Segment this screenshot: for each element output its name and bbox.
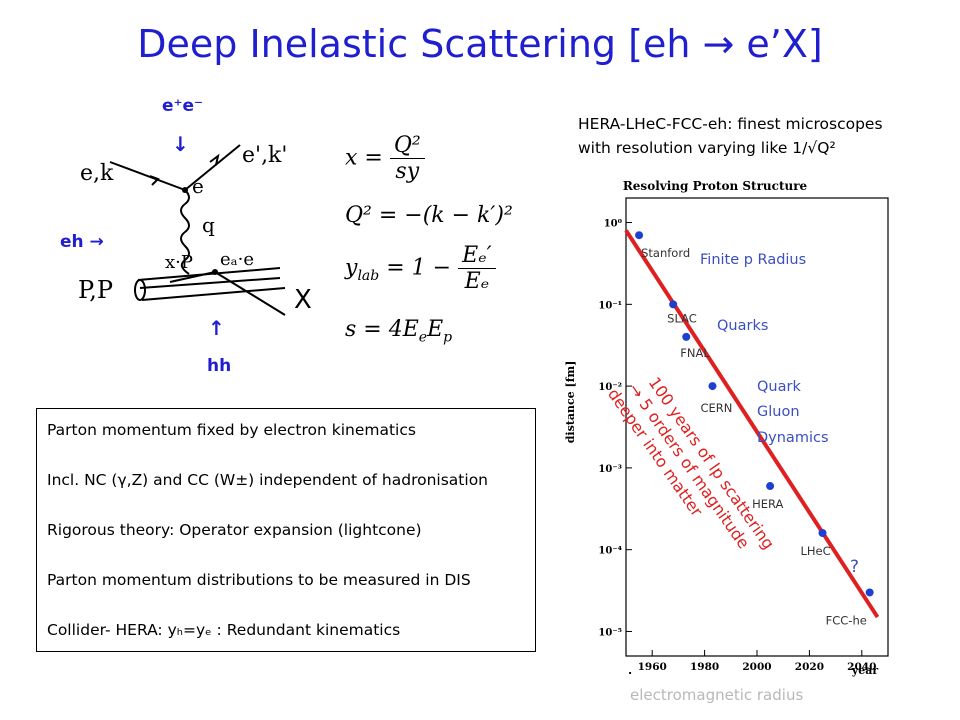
summary-item: Incl. NC (γ,Z) and CC (W±) independent o… — [47, 471, 489, 489]
e-vertex-label: e — [192, 174, 204, 198]
x-axis-label: year — [851, 664, 879, 677]
kinematics-formulas: x = Q² sy Q² = −(k − k′)² ylab = 1 − Eₑ′… — [345, 125, 535, 355]
photon-line — [180, 189, 190, 275]
x-tick-label: 1960 — [638, 661, 667, 673]
trend-line — [624, 229, 880, 619]
red-annotation-2: → 5 orders of magnitude — [625, 380, 754, 552]
struck-quark-line — [214, 271, 286, 316]
hh-label: hh — [207, 356, 232, 376]
x-tick-label: 1980 — [690, 661, 719, 673]
finite-radius-annotation: Finite p Radius — [700, 252, 806, 268]
data-point — [865, 588, 874, 597]
formula-q2: Q² = −(k − k′)² — [345, 203, 513, 228]
formula-s-mid: E — [427, 317, 444, 342]
summary-item: Parton momentum distributions to be meas… — [47, 571, 471, 589]
y-tick-label: 10⁻⁴ — [598, 546, 622, 557]
data-point — [766, 482, 775, 491]
y-tick-label: 10⁻³ — [598, 464, 622, 475]
quarks-annotation: Quarks — [717, 318, 768, 334]
summary-item: Parton momentum fixed by electron kinema… — [47, 421, 416, 439]
formula-y-mid: = 1 − — [379, 255, 459, 281]
footer-note: electromagnetic radius — [630, 686, 804, 704]
formula-y-fraction: Eₑ′ Eₑ — [458, 243, 496, 294]
down-arrow-icon: ↓ — [172, 132, 189, 156]
formula-x-fraction: Q² sy — [389, 133, 425, 184]
point-label: FCC-he — [826, 613, 867, 627]
point-label: LHeC — [801, 544, 831, 558]
y-tick-label: 10⁻¹ — [598, 300, 622, 311]
feynman-diagram: e,k e',k' e q x·P eₐ·e P,P X — [78, 143, 312, 316]
qgd-annotation-2: Gluon — [757, 404, 800, 420]
slide-title: Deep Inelastic Scattering [eh → e’X] — [137, 22, 823, 66]
question-annotation: ? — [850, 557, 859, 577]
data-point — [818, 528, 827, 537]
formula-y-sub: lab — [357, 267, 380, 284]
x-tick-label: 2000 — [742, 661, 771, 673]
proton-label: P,P — [78, 276, 113, 304]
formula-y-num: Eₑ′ — [458, 243, 496, 269]
up-arrow-icon: ↑ — [208, 316, 225, 340]
ee-label: e⁺e⁻ — [162, 96, 204, 116]
data-point — [635, 231, 644, 240]
outgoing-electron-line — [184, 144, 241, 191]
y-axis-label: distance [fm] — [564, 361, 577, 444]
point-label: SLAC — [667, 311, 697, 325]
proton-tube-end — [134, 279, 146, 301]
e-k-in-label: e,k — [80, 161, 114, 186]
formula-y: ylab = 1 − Eₑ′ Eₑ — [345, 243, 496, 294]
plot-caption: HERA-LHeC-FCC-eh: finest microscopes wit… — [578, 112, 883, 160]
formula-s-lhs: s = 4E — [345, 317, 419, 342]
caption-line-2: with resolution varying like 1/√Q² — [578, 139, 836, 157]
qgd-annotation-3: Dynamics — [757, 430, 829, 446]
point-label: CERN — [700, 401, 732, 415]
data-point — [682, 332, 691, 341]
qgd-annotation-1: Quark — [757, 379, 801, 395]
y-tick-label: 10⁻⁵ — [598, 627, 622, 638]
y-tick-label: 10⁰ — [604, 219, 623, 230]
plot-title: Resolving Proton Structure — [623, 179, 808, 193]
y-tick-label: 10⁻² — [598, 382, 622, 393]
point-label: FNAL — [680, 346, 710, 360]
formula-s-sub2: p — [443, 329, 453, 346]
proton-axis — [139, 277, 281, 289]
data-point — [708, 382, 717, 391]
x-axis-dot: . — [628, 664, 632, 677]
quark-e-label: eₐ·e — [220, 249, 254, 270]
formula-y-den: Eₑ — [464, 269, 490, 294]
data-point — [669, 300, 678, 309]
x-tick-label: 2040 — [847, 661, 876, 673]
formula-x: x = Q² sy — [345, 133, 425, 184]
summary-item: Rigorous theory: Operator expansion (lig… — [47, 521, 422, 539]
eh-label: eh → — [60, 232, 104, 252]
formula-x-num: Q² — [389, 133, 425, 159]
electron-out-arrow-icon — [209, 153, 220, 166]
formula-s: s = 4EeEp — [345, 317, 452, 345]
resolution-plot: Resolving Proton Structure distance [fm]… — [564, 179, 889, 677]
parton-line — [169, 271, 216, 283]
caption-line-1: HERA-LHeC-FCC-eh: finest microscopes — [578, 115, 883, 133]
summary-box: Parton momentum fixed by electron kinema… — [36, 408, 536, 652]
electron-arrow-icon — [149, 175, 160, 186]
point-label: Stanford — [641, 246, 690, 260]
formula-y-lhs: y — [345, 255, 358, 281]
summary-item: Collider- HERA: yₕ=yₑ : Redundant kinema… — [47, 621, 401, 639]
xP-label: x·P — [165, 252, 193, 273]
point-label: HERA — [752, 497, 783, 511]
formula-s-sub1: e — [418, 329, 428, 346]
formula-x-den: sy — [395, 159, 420, 184]
x-tick-label: 2020 — [795, 661, 824, 673]
formula-x-lhs: x = — [345, 145, 383, 171]
incoming-electron-line — [109, 161, 186, 191]
q-label: q — [202, 213, 215, 237]
X-label: X — [294, 285, 312, 315]
e-k-out-label: e',k' — [242, 143, 287, 168]
